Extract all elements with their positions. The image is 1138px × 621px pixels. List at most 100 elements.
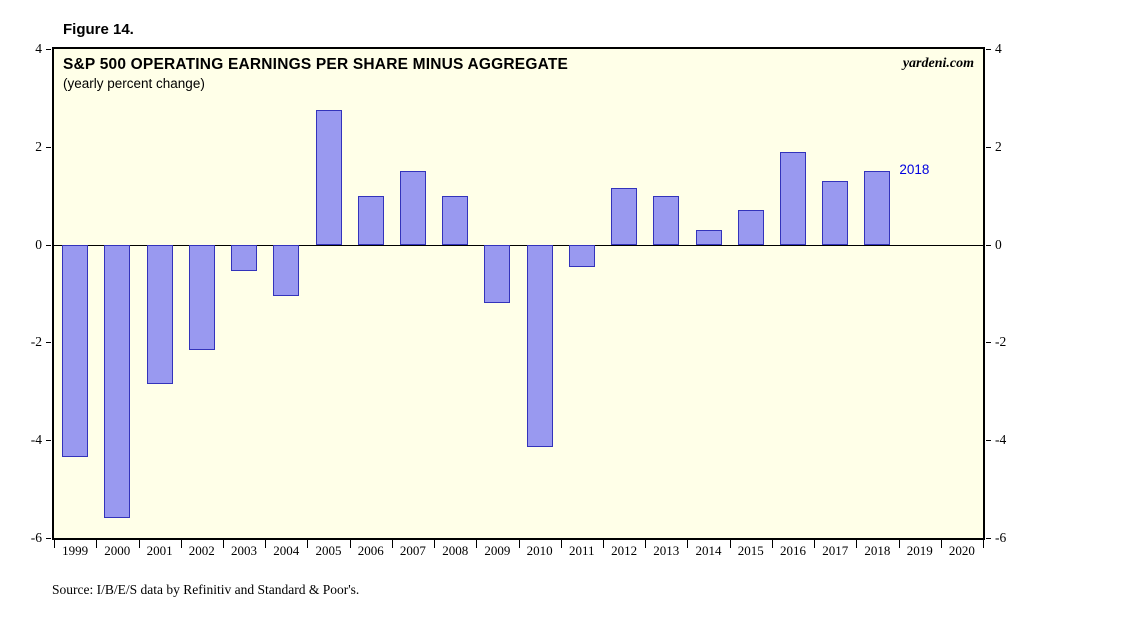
bar-2008 [442,195,469,245]
x-tick [391,539,393,548]
bar-2003 [231,244,257,272]
x-axis-label: 2000 [104,543,131,558]
y-tick [46,244,51,246]
bar-2013 [653,195,680,245]
plot-content: S&P 500 OPERATING EARNINGS PER SHARE MIN… [54,49,983,538]
x-axis-label: 2016 [780,543,806,558]
x-axis-label: 2001 [146,543,173,558]
bar-2012 [611,188,638,245]
x-axis-label: 2012 [611,543,638,558]
y-axis-label: -6 [30,530,42,545]
y-axis-label: 4 [995,41,1002,56]
x-axis-label: 2010 [526,543,553,558]
y-axis-label: 0 [995,236,1002,252]
x-tick [434,539,435,548]
x-axis-label: 2003 [231,543,257,558]
x-tick [603,539,604,548]
x-axis-label: 2015 [737,543,764,558]
bar-2015 [737,210,764,245]
y-tick [986,440,991,442]
y-axis-label: 2 [35,138,42,154]
x-axis-label: 2019 [906,543,933,558]
y-axis-label: 2 [995,138,1002,154]
y-tick [986,49,991,50]
y-axis-label: -2 [30,334,42,350]
x-tick [814,539,816,548]
x-axis-label: 2007 [399,543,426,558]
bar-2011 [568,244,595,267]
x-tick [307,539,309,548]
chart: S&P 500 OPERATING EARNINGS PER SHARE MIN… [52,47,985,540]
x-axis-label: 2002 [188,543,215,558]
x-tick [138,539,140,548]
bar-2007 [399,171,426,245]
bar-2010 [526,244,553,448]
bar-2002 [188,244,215,350]
y-axis-label: -4 [30,432,42,448]
x-tick [518,539,520,548]
watermark: yardeni.com [902,56,974,71]
y-tick [46,146,51,148]
x-tick [560,539,562,548]
y-tick [986,244,991,246]
x-tick [898,539,900,548]
bar-2000 [104,244,131,519]
bar-2016 [780,151,806,245]
bar-2001 [146,244,173,384]
x-axis-label: 1999 [62,543,89,558]
y-tick [46,342,51,344]
y-tick [986,342,991,344]
x-tick [940,539,942,548]
x-axis-label: 2018 [864,543,891,558]
x-tick [771,539,773,548]
y-tick [46,440,51,442]
x-axis-label: 2014 [695,543,722,558]
y-axis-label: -6 [995,530,1007,545]
bar-2017 [822,181,849,245]
x-axis-label: 2011 [569,543,595,558]
x-tick [856,539,858,548]
y-tick [986,538,991,539]
x-tick [96,539,98,548]
x-axis-label: 2006 [357,543,384,558]
x-tick [476,539,478,548]
x-axis-label: 2005 [315,543,342,558]
x-axis-label: 2004 [273,543,300,558]
bar-1999 [62,244,89,458]
bar-2014 [695,229,722,245]
x-axis: 1999 2000 2001 2002 2003 2004 2005 2006 2007 2008… [52,539,985,562]
x-axis-label: 2017 [822,543,849,558]
x-tick [265,539,267,548]
y-axis-label: -2 [995,334,1007,350]
y-axis-label: 4 [35,41,42,56]
bar-2005 [315,110,342,245]
x-tick [180,539,182,548]
x-tick [349,539,351,548]
y-axis-label: -4 [995,432,1007,448]
y-axis-label: 0 [35,236,42,252]
bar-2006 [357,195,384,245]
x-tick [983,539,984,548]
y-tick [46,49,51,50]
x-tick [687,539,689,548]
source-note: Source: I/B/E/S data by Refinitiv and St… [52,582,360,597]
bar-2004 [273,244,300,296]
bar-2018 [864,171,891,245]
x-axis-label: 2020 [948,543,975,558]
x-tick [222,539,224,548]
y-tick [46,538,51,539]
x-axis-label: 2009 [484,543,511,558]
x-axis-label: 2013 [653,543,680,558]
x-tick [54,539,55,548]
figure-label: Figure 14. [63,21,134,38]
chart-title: S&P 500 OPERATING EARNINGS PER SHARE MIN… [63,56,569,73]
bar-2009 [484,244,511,304]
zero-axis-line [54,244,983,246]
chart-subtitle: (yearly percent change) [63,76,205,91]
y-tick [986,146,991,148]
x-axis-label: 2008 [442,543,469,558]
y-axis-left: 4 2 0 -2 -4 -6 [0,41,52,545]
x-tick [645,539,647,548]
x-tick [729,539,731,548]
annotation-2018: 2018 [899,162,930,178]
